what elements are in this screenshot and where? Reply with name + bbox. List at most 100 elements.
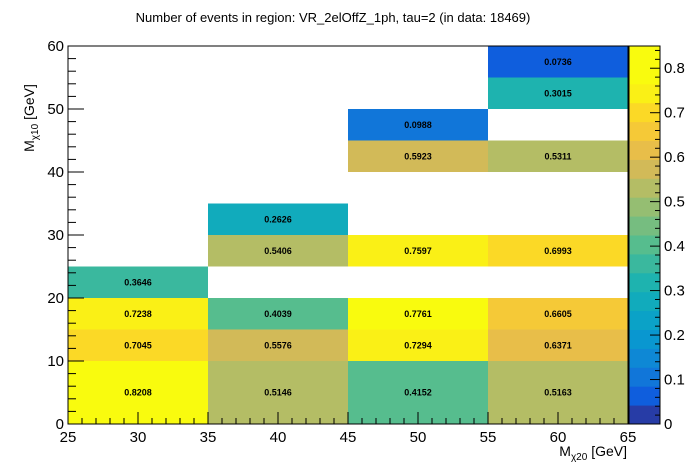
x-tick-label: 45 xyxy=(340,429,357,446)
axes-layer: 25 30 35 40 45 50 55 60 65 0 10 20 30 40 50 60 xyxy=(47,38,636,446)
cell-labels-layer: 0.8208 0.5146 0.4152 0.5163 0.7045 0.5576 0.72… xyxy=(124,57,572,398)
y-tick-label: 0 xyxy=(56,416,64,433)
color-bar-segment xyxy=(629,178,660,198)
color-bar-segment xyxy=(629,64,660,85)
cell-value-label: 0.5576 xyxy=(264,340,292,350)
color-bar: 0 0.1 0.2 0.3 0.4 0.5 0.6 0.7 0.8 xyxy=(628,45,685,433)
cells-layer xyxy=(68,46,628,424)
cell-value-label: 0.2626 xyxy=(264,214,292,224)
color-bar-segment xyxy=(629,140,660,160)
cell-value-label: 0.7238 xyxy=(124,309,152,319)
color-bar-segment xyxy=(629,159,660,179)
heatmap-cell xyxy=(348,109,488,141)
heatmap-cell xyxy=(488,235,628,267)
y-tick-label: 40 xyxy=(47,164,64,181)
heatmap-cell xyxy=(488,46,628,78)
heatmap-cell xyxy=(208,235,348,267)
heatmap-cell xyxy=(488,329,628,361)
color-bar-segment xyxy=(629,197,660,217)
color-bar-segment xyxy=(629,102,660,123)
color-bar-segment xyxy=(629,367,660,387)
x-tick-label: 65 xyxy=(620,429,637,446)
y-tick-label: 30 xyxy=(47,227,64,244)
color-bar-tick-label: 0.7 xyxy=(664,105,685,122)
color-bar-segment xyxy=(629,329,660,349)
color-bar-tick-label: 0.8 xyxy=(664,60,685,77)
color-bar-segment xyxy=(629,405,660,425)
cell-value-label: 0.8208 xyxy=(124,388,152,398)
color-bar-segment xyxy=(629,310,660,330)
x-axis-title: Mχ20 [GeV] xyxy=(559,443,627,463)
color-bar-segment xyxy=(629,216,660,236)
y-tick-label: 20 xyxy=(47,290,64,307)
cell-value-label: 0.5923 xyxy=(404,151,432,161)
cell-value-label: 0.6993 xyxy=(544,246,572,256)
chart-title: Number of events in region: VR_2elOffZ_1… xyxy=(136,10,531,25)
color-bar-segment xyxy=(629,272,660,293)
x-axis-title-sub: χ20 xyxy=(571,452,588,463)
color-bar-tick-label: 0 xyxy=(664,416,672,433)
heatmap-cell xyxy=(68,329,208,361)
y-axis-title-unit: [GeV] xyxy=(21,84,37,124)
color-bar-tick-label: 0.2 xyxy=(664,327,685,344)
heatmap-cell xyxy=(68,298,208,330)
x-tick-label: 25 xyxy=(60,429,77,446)
color-bar-segment xyxy=(629,121,660,141)
heatmap-cell xyxy=(208,203,348,235)
y-tick-label: 60 xyxy=(47,38,64,55)
cell-value-label: 0.5406 xyxy=(264,246,292,256)
heatmap-cell xyxy=(348,298,488,330)
color-bar-segment xyxy=(629,348,660,368)
heatmap-cell xyxy=(348,235,488,267)
cell-value-label: 0.7045 xyxy=(124,340,152,350)
x-tick-label: 60 xyxy=(550,429,567,446)
cell-value-label: 0.4152 xyxy=(404,388,432,398)
cell-value-label: 0.4039 xyxy=(264,309,292,319)
y-axis-title: Mχ10 [GeV] xyxy=(21,84,41,152)
cell-value-label: 0.6371 xyxy=(544,340,572,350)
y-axis-title-main: M xyxy=(21,140,37,152)
cell-value-label: 0.0988 xyxy=(404,120,432,130)
cell-value-label: 0.5163 xyxy=(544,388,572,398)
color-bar-segment xyxy=(629,235,660,255)
cell-value-label: 0.5146 xyxy=(264,388,292,398)
x-axis-title-unit: [GeV] xyxy=(587,443,627,459)
cell-value-label: 0.5311 xyxy=(544,151,571,161)
heatmap-cell xyxy=(348,140,488,172)
y-tick-label: 50 xyxy=(47,101,64,118)
color-bar-segment xyxy=(629,83,660,104)
cell-value-label: 0.7294 xyxy=(404,340,432,350)
x-tick-label: 35 xyxy=(200,429,217,446)
heatmap-cell xyxy=(488,298,628,330)
cell-value-label: 0.7597 xyxy=(404,246,432,256)
heatmap-cell xyxy=(68,266,208,298)
color-bar-tick-label: 0.1 xyxy=(664,372,685,389)
y-tick-label: 10 xyxy=(47,353,64,370)
color-bar-segment xyxy=(629,253,660,274)
heatmap-cell xyxy=(208,329,348,361)
cell-value-label: 0.6605 xyxy=(544,309,572,319)
cell-value-label: 0.3646 xyxy=(124,277,152,287)
color-bar-segment xyxy=(629,291,660,312)
x-tick-label: 40 xyxy=(270,429,287,446)
heatmap-cell xyxy=(488,140,628,172)
x-tick-label: 55 xyxy=(480,429,497,446)
y-axis-title-sub: χ10 xyxy=(30,123,41,140)
heatmap-cell xyxy=(208,298,348,330)
heatmap-cell xyxy=(348,329,488,361)
x-tick-label: 30 xyxy=(130,429,147,446)
x-tick-label: 50 xyxy=(410,429,427,446)
x-axis-title-main: M xyxy=(559,443,571,459)
color-bar-tick-label: 0.3 xyxy=(664,283,685,300)
color-bar-tick-label: 0.4 xyxy=(664,238,685,255)
cell-value-label: 0.7761 xyxy=(404,309,432,319)
cell-value-label: 0.3015 xyxy=(544,88,572,98)
color-bar-segment xyxy=(629,386,660,406)
cell-value-label: 0.0736 xyxy=(544,57,572,67)
color-bar-frame xyxy=(628,45,661,425)
color-bar-tick-label: 0.5 xyxy=(664,194,685,211)
color-bar-segment xyxy=(629,46,660,66)
heatmap-cell xyxy=(488,77,628,109)
